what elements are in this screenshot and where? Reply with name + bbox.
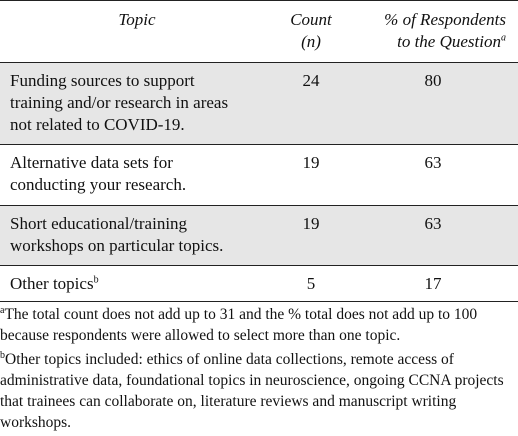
header-topic: Topic	[0, 1, 274, 63]
header-percent: % of Respondents to the Questiona	[348, 1, 518, 63]
header-percent-footnote-marker: a	[501, 32, 506, 44]
footnote-a: aThe total count does not add up to 31 a…	[0, 304, 518, 346]
table-row: Alternative data sets for conducting you…	[0, 145, 518, 206]
topic-line: not related to COVID-19.	[10, 115, 185, 134]
header-count-line2: (n)	[301, 32, 321, 51]
footnote-text: The total count does not add up to 31 an…	[0, 306, 478, 344]
footnote-marker: a	[0, 304, 5, 316]
topic-cell: Alternative data sets for conducting you…	[0, 145, 274, 206]
table-row: Short educational/training workshops on …	[0, 205, 518, 266]
survey-topics-table: Topic Count (n) % of Respondents to the …	[0, 0, 518, 302]
table-header: Topic Count (n) % of Respondents to the …	[0, 0, 518, 63]
percent-cell: 80	[424, 71, 442, 90]
topic-line: Other topics	[10, 274, 94, 293]
table-row: Funding sources to support training and/…	[0, 62, 518, 145]
footnote-b: bOther topics included: ethics of online…	[0, 349, 518, 433]
count-cell: 19	[302, 214, 320, 233]
header-percent-line1: % of Respondents	[384, 10, 506, 29]
footnote-text: Other topics included: ethics of online …	[0, 351, 504, 431]
topic-cell: Other topicsb	[0, 266, 274, 302]
header-count: Count (n)	[274, 1, 348, 63]
topic-footnote-marker: b	[93, 274, 99, 286]
topic-line: Funding sources to support	[10, 71, 195, 90]
table-row: Other topicsb 5 17	[0, 266, 518, 302]
count-cell: 19	[302, 153, 320, 172]
header-row: Topic Count (n) % of Respondents to the …	[0, 0, 518, 63]
topic-line: workshops on particular topics.	[10, 236, 224, 255]
topic-line: Short educational/training	[10, 214, 188, 233]
table-body: Funding sources to support training and/…	[0, 62, 518, 302]
header-count-line1: Count	[290, 10, 332, 29]
topic-line: Alternative data sets for	[10, 153, 173, 172]
topic-cell: Funding sources to support training and/…	[0, 63, 274, 145]
topic-line: training and/or research in areas	[10, 93, 229, 112]
count-cell: 5	[306, 274, 316, 293]
percent-cell: 17	[424, 274, 442, 293]
percent-cell: 63	[424, 214, 442, 233]
topic-cell: Short educational/training workshops on …	[0, 206, 274, 266]
table-footnotes: aThe total count does not add up to 31 a…	[0, 304, 518, 436]
count-cell: 24	[302, 71, 320, 90]
footnote-marker: b	[0, 349, 5, 361]
header-topic-label: Topic	[118, 10, 156, 29]
header-percent-line2: to the Question	[397, 32, 501, 51]
percent-cell: 63	[424, 153, 442, 172]
topic-line: conducting your research.	[10, 175, 187, 194]
